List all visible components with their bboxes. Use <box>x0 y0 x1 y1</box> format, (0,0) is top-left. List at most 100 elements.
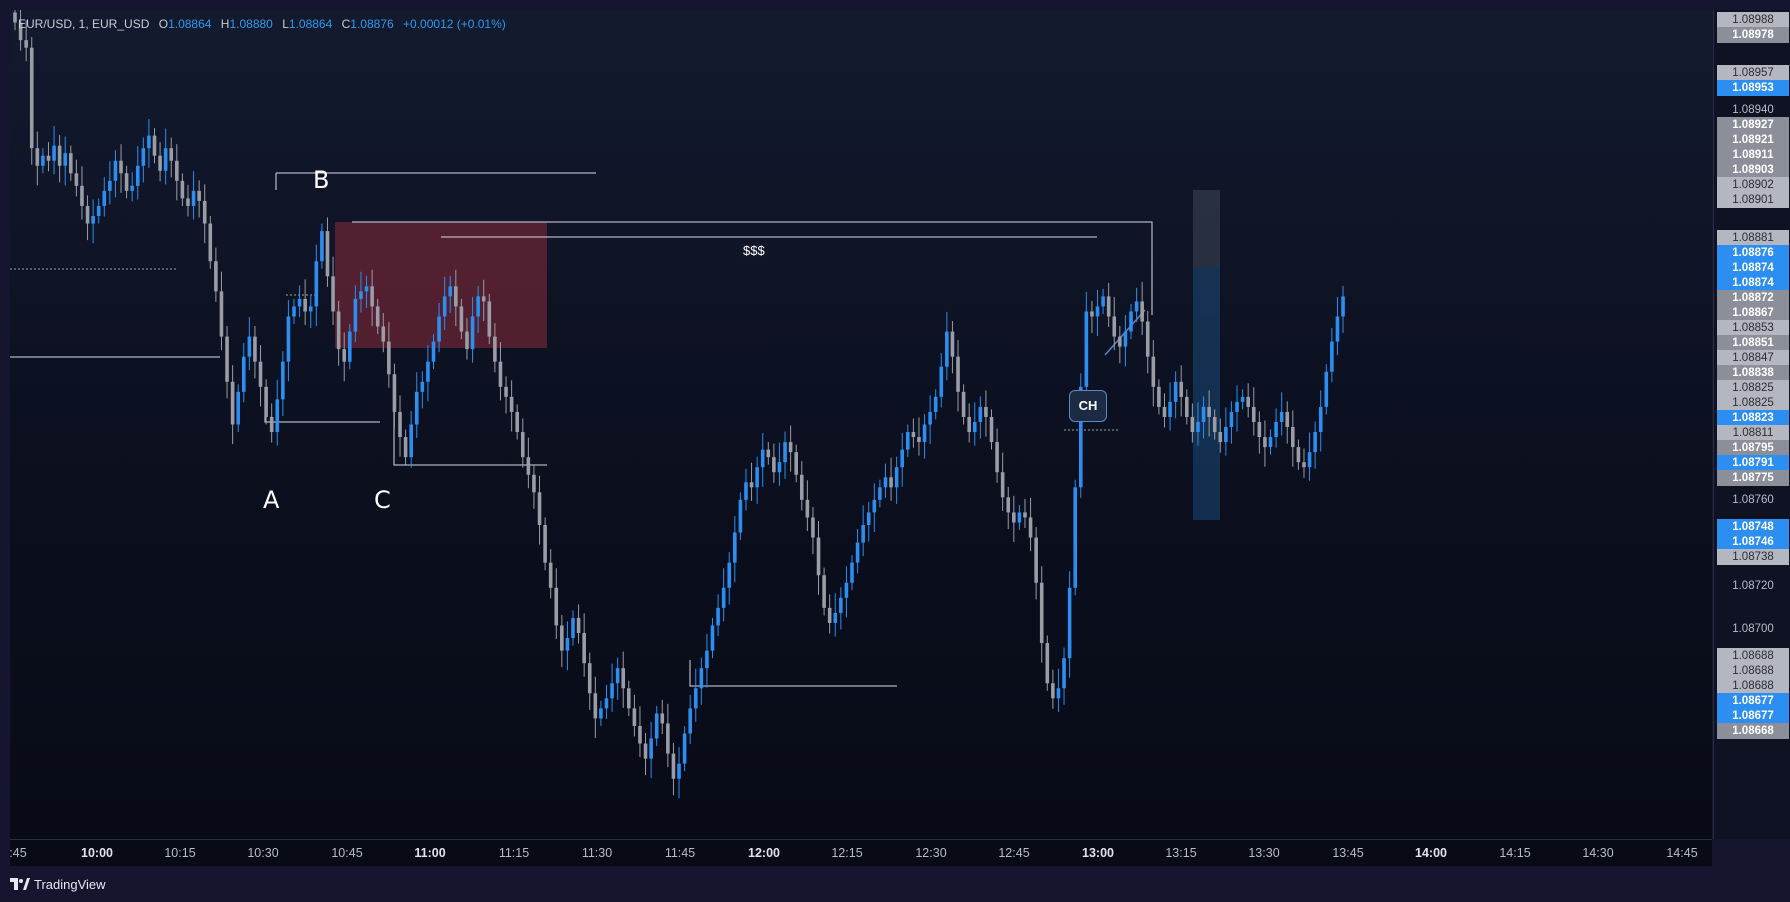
candle-body <box>353 298 358 332</box>
candle-body <box>442 296 447 317</box>
candle-body <box>721 587 726 608</box>
time-label: 10:45 <box>331 846 363 860</box>
price-label: 1.08927 <box>1717 117 1789 133</box>
candle-body <box>1123 331 1128 347</box>
candle-body <box>1257 421 1262 438</box>
candle-body <box>241 356 246 392</box>
candle-body <box>342 349 347 362</box>
tradingview-logo-icon <box>10 878 30 890</box>
candle-body <box>576 617 581 634</box>
candle-body <box>1073 487 1077 588</box>
candle-body <box>13 12 17 23</box>
candle-body <box>308 306 313 312</box>
close-value: 1.08876 <box>350 17 394 31</box>
time-label: 12:45 <box>998 846 1030 860</box>
candle-body <box>950 331 955 357</box>
candle-body <box>1296 447 1301 463</box>
price-axis[interactable]: 1.08988 1.08978 1.08957 1.08953 1.08940 1.089… <box>1713 10 1790 839</box>
candle-body <box>314 261 319 307</box>
price-label: 1.08838 <box>1717 365 1789 381</box>
price-label: 1.08903 <box>1717 162 1789 178</box>
candle-body <box>1051 683 1055 699</box>
candle-body <box>431 341 436 362</box>
candle-body <box>967 416 971 433</box>
time-label: 13:15 <box>1165 846 1197 860</box>
candlestick-chart[interactable] <box>10 10 1712 839</box>
candle-body <box>989 416 994 443</box>
candle-body <box>1168 401 1172 417</box>
time-label: 12:00 <box>748 846 780 860</box>
candle-body <box>230 381 235 425</box>
tradingview-brand[interactable]: TradingView <box>10 874 106 894</box>
candle-body <box>1246 396 1250 407</box>
candle-body <box>286 316 291 362</box>
candle-body <box>1313 432 1317 453</box>
chart-frame <box>10 10 1712 866</box>
candle-body <box>426 361 430 382</box>
candle-body <box>1045 643 1050 684</box>
candle-body <box>1212 416 1217 433</box>
candle-body <box>108 180 112 191</box>
candle-body <box>269 416 274 433</box>
candle-body <box>253 336 257 362</box>
candle-body <box>264 386 268 417</box>
candle-body <box>733 532 737 563</box>
time-label: 11:30 <box>581 846 613 860</box>
price-label: 1.08953 <box>1717 80 1789 96</box>
candle-body <box>850 562 854 583</box>
candle-body <box>63 153 68 166</box>
candle-body <box>939 366 944 397</box>
candle-body <box>889 477 893 488</box>
candle-body <box>727 562 732 588</box>
candle-body <box>504 386 508 397</box>
price-label: 1.08795 <box>1717 440 1789 456</box>
time-label: 10:00 <box>81 846 113 860</box>
candle-body <box>744 482 748 500</box>
candle-body <box>1263 437 1267 448</box>
candle-body <box>498 361 503 387</box>
candle-body <box>978 406 983 422</box>
candle-body <box>866 512 871 525</box>
candle-body <box>1335 316 1340 342</box>
candle-body <box>454 286 458 307</box>
candle-body <box>297 298 302 307</box>
candle-body <box>537 492 542 525</box>
candle-body <box>1145 321 1150 357</box>
candle-body <box>543 524 547 563</box>
candle-body <box>621 668 626 689</box>
position-risk-zone <box>1193 190 1220 267</box>
price-label: 1.08881 <box>1717 230 1789 246</box>
candle-body <box>984 406 988 417</box>
label-a: A <box>263 486 280 514</box>
candle-body <box>777 462 782 473</box>
liquidity-label: $$$ <box>740 243 768 258</box>
candle-body <box>1028 517 1033 538</box>
price-label: 1.08921 <box>1717 132 1789 148</box>
candle-body <box>1330 341 1334 372</box>
position-target-zone <box>1193 267 1220 520</box>
price-label: 1.08720 <box>1732 580 1774 592</box>
candle-body <box>1006 497 1011 513</box>
price-label: 1.08677 <box>1717 693 1789 709</box>
candle-body <box>85 205 90 224</box>
candle-body <box>381 326 386 342</box>
change-of-character-callout[interactable]: CH <box>1069 390 1107 422</box>
price-label: 1.08901 <box>1717 192 1789 208</box>
candle-body <box>520 432 525 458</box>
candle-body <box>1279 411 1284 422</box>
candle-body <box>1151 356 1156 387</box>
candle-body <box>593 693 598 719</box>
candle-body <box>481 296 486 302</box>
time-axis[interactable]: :45 10:00 10:15 10:30 10:45 11:00 11:15 11:30 11… <box>9 839 1712 867</box>
candle-body <box>911 432 916 438</box>
high-key: H <box>220 17 230 31</box>
price-label: 1.08853 <box>1717 320 1789 336</box>
candle-body <box>1090 311 1094 317</box>
price-label: 1.08688 <box>1717 663 1789 679</box>
candle-body <box>476 296 480 317</box>
candle-body <box>1285 411 1290 428</box>
candle-body <box>772 457 776 473</box>
candle-body <box>1067 587 1072 659</box>
candle-body <box>175 160 179 181</box>
candle-body <box>788 442 793 453</box>
